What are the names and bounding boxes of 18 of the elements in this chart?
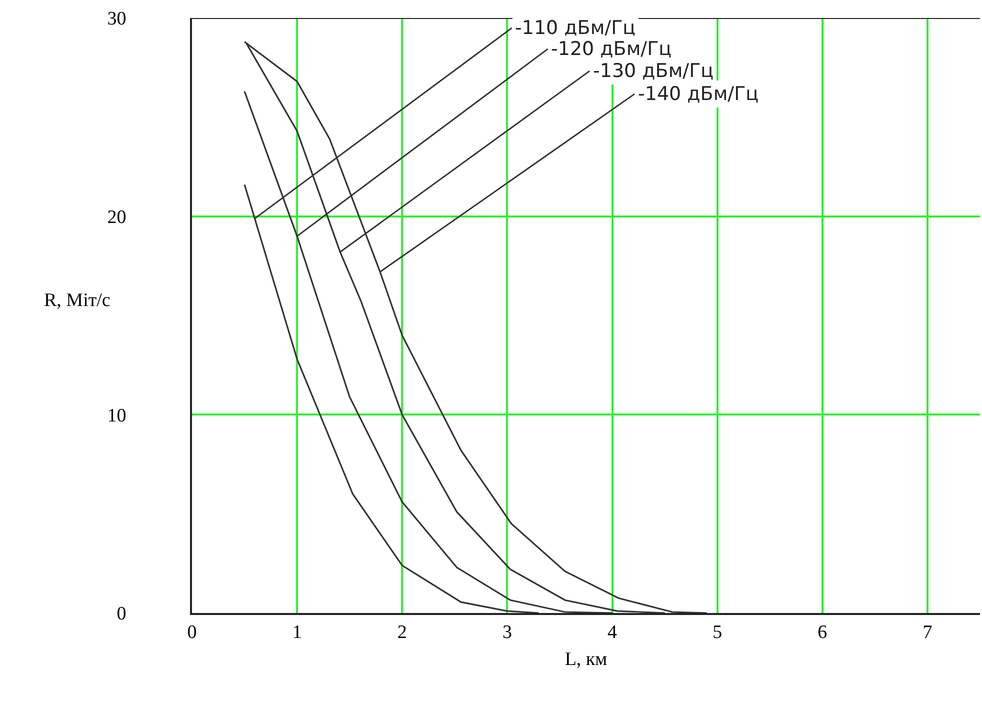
x-tick-label: 5 bbox=[712, 622, 722, 643]
x-tick-label: 0 bbox=[187, 622, 197, 643]
x-tick-label: 3 bbox=[502, 622, 512, 643]
annotation: -130 дБм/Гц bbox=[593, 60, 714, 82]
y-tick-label: 20 bbox=[107, 206, 126, 228]
x-tick-label: 2 bbox=[397, 622, 407, 643]
x-tick-label: 6 bbox=[818, 622, 828, 643]
annotation: -140 дБм/Гц bbox=[638, 83, 759, 105]
x-tick-label: 7 bbox=[922, 622, 932, 643]
y-tick-label: 10 bbox=[107, 405, 126, 426]
annotation: -110 дБм/Гц bbox=[515, 17, 636, 39]
annotation: -120 дБм/Гц bbox=[551, 38, 672, 60]
x-axis-title: L, км bbox=[564, 649, 608, 670]
x-tick-label: 4 bbox=[608, 622, 618, 643]
y-axis-title: R, Міт/с bbox=[44, 290, 110, 311]
y-tick-label: 0 bbox=[116, 604, 126, 625]
y-tick-label: 30 bbox=[107, 8, 126, 30]
x-tick-label: 1 bbox=[292, 622, 302, 643]
